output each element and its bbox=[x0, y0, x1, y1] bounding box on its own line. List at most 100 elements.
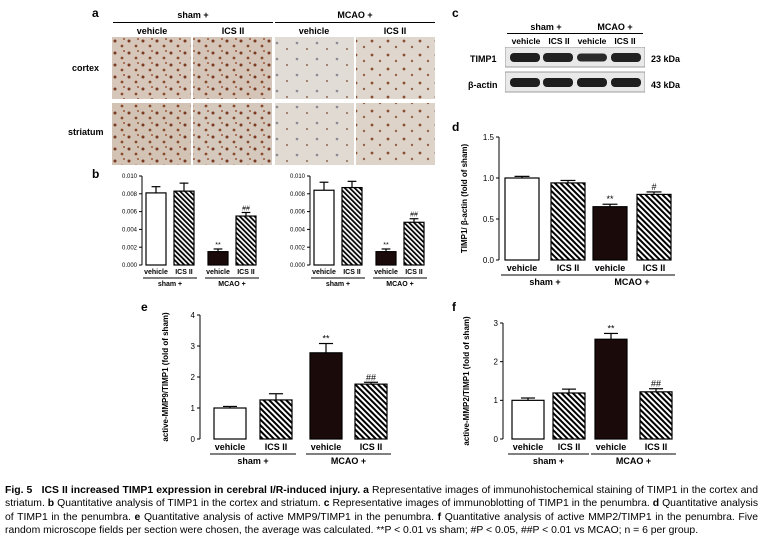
blot-actin-band-4 bbox=[611, 78, 641, 87]
category-label-3: vehicle bbox=[374, 269, 398, 276]
blot-actin-membrane bbox=[505, 71, 645, 93]
micro-cortex-mcao-icsii bbox=[356, 37, 435, 99]
category-label-1: vehicle bbox=[144, 269, 168, 276]
blot-size-actin: 43 kDa bbox=[651, 80, 681, 90]
bar-3 bbox=[375, 251, 397, 266]
panel-c-col-4: ICS II bbox=[614, 36, 636, 46]
blot-timp1-band-2 bbox=[543, 53, 573, 62]
caption-a-label: a bbox=[363, 485, 369, 496]
caption-f-label: f bbox=[437, 511, 442, 523]
chart-b-striatum: 0.000 0.002 0.004 0.006 0.008 0.010 vehicle ICS… bbox=[290, 174, 427, 288]
bar-2 bbox=[552, 392, 586, 440]
sig-marker-3: ** bbox=[606, 194, 614, 204]
group-label-2: MCAO + bbox=[616, 456, 651, 466]
micro-striatum-sham-vehicle bbox=[112, 103, 191, 165]
y-axis-label: active-MMP2/TIMP1 (fold of sham) bbox=[462, 316, 471, 446]
category-label-1: vehicle bbox=[507, 263, 538, 273]
chart-e: 0 1 2 3 4 active-MMP9/TIMP1 (fold of sham) veh… bbox=[161, 311, 391, 466]
bar-4 bbox=[354, 383, 388, 440]
micro-striatum-sham-icsii bbox=[193, 103, 272, 165]
caption-e-text: Quantitative analysis of active MMP9/TIM… bbox=[143, 511, 434, 523]
category-label-4: ICS II bbox=[360, 442, 383, 452]
category-label-4: ICS II bbox=[405, 269, 423, 276]
y-tick-label: 1.0 bbox=[483, 174, 495, 183]
category-label-3: vehicle bbox=[311, 442, 342, 452]
y-tick-label: 0 bbox=[494, 435, 499, 444]
blot-timp1-band-1 bbox=[510, 53, 540, 62]
bar-1 bbox=[511, 399, 545, 440]
panel-c-col-2: ICS II bbox=[548, 36, 570, 46]
blot-label-timp1: TIMP1 bbox=[470, 54, 497, 64]
y-tick-label: 0.5 bbox=[483, 215, 495, 224]
group-label-1: sham + bbox=[158, 281, 182, 288]
y-tick-label: 0.004 bbox=[122, 228, 138, 234]
y-tick-label: 1.5 bbox=[483, 133, 495, 142]
panel-f-label: f bbox=[452, 300, 456, 314]
sig-marker-3: ** bbox=[383, 242, 389, 249]
panel-c-label: c bbox=[452, 6, 459, 20]
micro-cortex-mcao-vehicle bbox=[275, 37, 354, 99]
y-tick-label: 0.008 bbox=[290, 192, 306, 198]
category-label-4: ICS II bbox=[645, 442, 668, 452]
category-label-3: vehicle bbox=[595, 263, 626, 273]
blot-timp1-membrane bbox=[505, 47, 645, 68]
bar-1 bbox=[504, 177, 540, 261]
blot-label-actin: β-actin bbox=[468, 80, 498, 90]
bar-2 bbox=[341, 186, 363, 266]
y-tick-label: 0.006 bbox=[290, 210, 306, 216]
y-tick-label: 2 bbox=[191, 373, 196, 382]
blot-timp1-band-4 bbox=[611, 53, 641, 62]
y-tick-label: 3 bbox=[494, 319, 499, 328]
panel-a-col-2: ICS II bbox=[221, 26, 245, 36]
blot-size-timp1: 23 kDa bbox=[651, 54, 681, 64]
category-label-1: vehicle bbox=[513, 442, 544, 452]
panel-c-col-1: vehicle bbox=[511, 36, 541, 46]
panel-a-group-sham-line bbox=[113, 22, 273, 23]
bar-3 bbox=[207, 251, 229, 266]
chart-f: 0 1 2 3 active-MMP2/TIMP1 (fold of sham) vehi… bbox=[462, 316, 676, 466]
panel-a-group-sham: sham + bbox=[177, 10, 209, 20]
bar-3 bbox=[309, 352, 343, 440]
y-tick-label: 1 bbox=[191, 404, 196, 413]
micro-cortex-sham-icsii bbox=[193, 37, 272, 99]
group-label-2: MCAO + bbox=[386, 281, 413, 288]
panel-a-group-mcao-line bbox=[275, 22, 435, 23]
micro-striatum-mcao-icsii bbox=[356, 103, 435, 165]
group-label-1: sham + bbox=[326, 281, 350, 288]
blot-timp1-band-3 bbox=[577, 53, 607, 62]
panel-c-group-mcao-line bbox=[575, 33, 643, 34]
bar-3 bbox=[592, 206, 628, 261]
group-label-1: sham + bbox=[237, 456, 268, 466]
blot-actin-band-2 bbox=[543, 78, 573, 87]
panel-a-col-1: vehicle bbox=[136, 26, 168, 36]
category-label-3: vehicle bbox=[206, 269, 230, 276]
y-tick-label: 0.000 bbox=[122, 263, 138, 269]
bar-2 bbox=[173, 190, 195, 266]
category-label-1: vehicle bbox=[312, 269, 336, 276]
y-tick-label: 0.002 bbox=[122, 245, 138, 251]
caption-c-label: c bbox=[323, 498, 330, 510]
bar-1 bbox=[145, 192, 167, 266]
panel-c-group-sham: sham + bbox=[530, 22, 562, 32]
bar-4 bbox=[235, 215, 257, 266]
caption-a-text: Representative images of immunohistochem… bbox=[5, 485, 758, 510]
caption-b-text: Quantitative analysis of TIMP1 in the co… bbox=[57, 498, 321, 510]
y-tick-label: 0.008 bbox=[122, 192, 138, 198]
bar-2 bbox=[259, 399, 293, 440]
figure-caption: Fig. 5 ICS II increased TIMP1 expression… bbox=[5, 484, 758, 538]
y-tick-label: 0.010 bbox=[122, 174, 138, 180]
caption-e-label: e bbox=[134, 511, 141, 523]
panel-b-label: b bbox=[92, 167, 100, 181]
sig-marker-4: ## bbox=[410, 212, 418, 219]
category-label-2: ICS II bbox=[175, 269, 193, 276]
panel-d-label: d bbox=[452, 120, 460, 134]
caption-c-text: Representative images of immunoblotting … bbox=[332, 498, 650, 510]
y-axis-label: active-MMP9/TIMP1 (fold of sham) bbox=[161, 312, 170, 442]
group-label-1: sham + bbox=[533, 456, 564, 466]
panel-a-row-striatum: striatum bbox=[68, 127, 104, 137]
chart-d: 0.0 0.5 1.0 1.5 TIMP1/ β-actin (fold of sham… bbox=[460, 133, 675, 287]
sig-marker-4: # bbox=[651, 182, 656, 192]
category-label-2: ICS II bbox=[557, 263, 580, 273]
y-axis-label: TIMP1/ β-actin (fold of sham) bbox=[460, 144, 469, 254]
panel-a-col-3: vehicle bbox=[298, 26, 330, 36]
